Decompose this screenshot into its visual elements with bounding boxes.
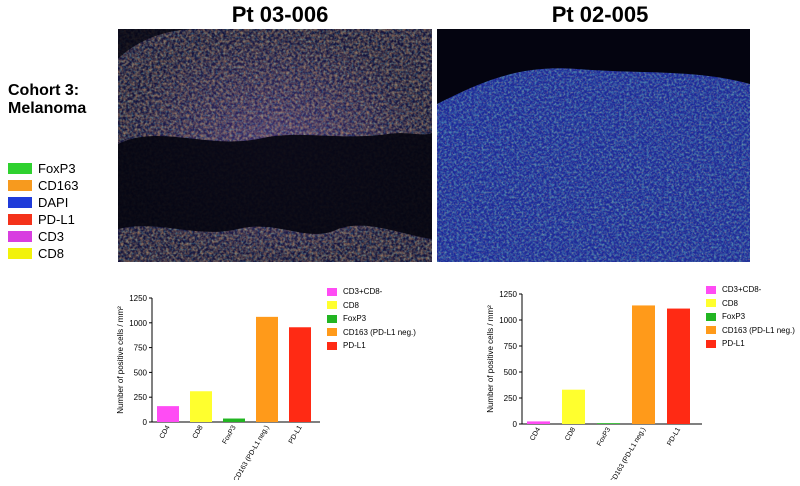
channel-label: CD3: [38, 229, 65, 244]
bar: [223, 418, 245, 422]
microscopy-image-left: [118, 29, 432, 262]
bar: [289, 327, 311, 422]
x-tick-label: CD4: [159, 424, 172, 440]
legend-label: FoxP3: [343, 314, 367, 324]
bar: [157, 406, 179, 422]
legend-swatch: [327, 328, 337, 337]
microscopy-image-right: [437, 29, 750, 262]
bar-chart-left-svg: 0 250 500 750 1000 1250 Number of positive cel…: [116, 294, 322, 483]
legend-label: PD-L1: [343, 341, 366, 351]
legend-label: CD163 (PD-L1 neg.): [722, 325, 795, 335]
channel-label: DAPI: [38, 195, 69, 210]
chart-legend-item: CD163 (PD-L1 neg.): [706, 324, 795, 338]
channel-swatch: [8, 180, 32, 191]
panel-title-right: Pt 02-005: [551, 2, 649, 27]
legend-swatch: [327, 301, 337, 310]
x-tick-label: CD4: [529, 426, 542, 442]
legend-label: CD3+CD8-: [343, 287, 383, 297]
channel-swatch: [8, 248, 32, 259]
legend-swatch: [327, 287, 337, 296]
x-tick-label: CD8: [564, 426, 577, 442]
y-tick-label: 250: [504, 394, 518, 403]
chart-legend-left: CD3+CD8- CD8 FoxP3 CD163 (PD-L1 neg.) PD…: [327, 285, 416, 353]
cohort-line-2: Melanoma: [8, 100, 87, 117]
legend-swatch: [706, 285, 716, 294]
channel-swatch: [8, 231, 32, 242]
channel-legend-item: CD3: [8, 228, 78, 245]
channel-legend-item: PD-L1: [8, 211, 78, 228]
bar-chart-left: 0 250 500 750 1000 1250 Number of positive cel…: [110, 285, 322, 483]
legend-label: CD8: [343, 300, 360, 310]
x-tick-label: CD163 (PD-L1 neg.): [609, 427, 647, 481]
y-axis-label: Number of positive cells / mm²: [116, 306, 125, 414]
channel-legend-item: CD8: [8, 245, 78, 262]
chart-legend-item: FoxP3: [327, 312, 416, 326]
y-tick-label: 750: [504, 342, 518, 351]
y-tick-label: 750: [134, 344, 148, 353]
channel-label: CD163: [38, 178, 79, 193]
y-tick-label: 500: [134, 368, 148, 377]
chart-legend-item: FoxP3: [706, 310, 795, 324]
legend-swatch: [327, 314, 337, 323]
y-tick-label: 1000: [129, 319, 147, 328]
bar: [632, 305, 655, 424]
bar: [562, 389, 585, 424]
y-tick-label: 0: [143, 418, 148, 427]
channel-label: PD-L1: [38, 212, 75, 227]
y-tick-label: 500: [504, 368, 518, 377]
channel-legend: FoxP3 CD163 DAPI PD-L1 CD3 CD8: [8, 160, 78, 262]
y-tick-label: 1000: [499, 316, 517, 325]
legend-swatch: [706, 339, 716, 348]
y-tick-label: 250: [134, 393, 148, 402]
channel-swatch: [8, 197, 32, 208]
channel-label: FoxP3: [38, 161, 76, 176]
y-tick-label: 1250: [129, 294, 147, 303]
channel-legend-item: CD163: [8, 177, 78, 194]
x-tick-label: CD8: [192, 424, 205, 440]
chart-legend-item: CD3+CD8-: [706, 283, 795, 297]
chart-legend-item: CD3+CD8-: [327, 285, 416, 299]
legend-label: CD8: [722, 298, 739, 308]
bar: [667, 308, 690, 424]
bar: [190, 391, 212, 422]
x-tick-label: CD163 (PD-L1 neg.): [233, 425, 271, 481]
y-axis-label: Number of positive cells / mm²: [487, 305, 495, 413]
channel-label: CD8: [38, 246, 65, 261]
chart-legend-item: CD163 (PD-L1 neg.): [327, 326, 416, 340]
x-tick-label: FoxP3: [222, 424, 238, 445]
cohort-label: Cohort 3: Melanoma: [8, 82, 108, 118]
legend-swatch: [327, 341, 337, 350]
channel-swatch: [8, 214, 32, 225]
chart-legend-item: PD-L1: [706, 337, 795, 351]
channel-swatch: [8, 163, 32, 174]
legend-swatch: [706, 299, 716, 308]
legend-label: CD3+CD8-: [722, 285, 762, 295]
legend-label: CD163 (PD-L1 neg.): [343, 327, 416, 337]
y-tick-label: 1250: [499, 290, 517, 299]
legend-swatch: [706, 326, 716, 335]
cohort-line-1: Cohort 3:: [8, 82, 80, 99]
x-tick-label: FoxP3: [596, 426, 612, 447]
chart-legend-item: CD8: [327, 299, 416, 313]
legend-label: PD-L1: [722, 339, 745, 349]
y-tick-label: 0: [513, 420, 518, 429]
x-tick-label: PD-L1: [666, 426, 682, 447]
x-tick-label: PD-L1: [288, 424, 304, 445]
channel-legend-item: DAPI: [8, 194, 78, 211]
legend-swatch: [706, 312, 716, 321]
bar-chart-right: 0 250 500 750 1000 1250 Number of positive cel…: [486, 285, 707, 485]
legend-label: FoxP3: [722, 312, 746, 322]
bar-chart-right-svg: 0 250 500 750 1000 1250 Number of positive cel…: [486, 290, 702, 485]
chart-legend-right: CD3+CD8- CD8 FoxP3 CD163 (PD-L1 neg.) PD…: [706, 283, 795, 351]
panel-title-left: Pt 03-006: [231, 2, 329, 27]
chart-legend-item: CD8: [706, 297, 795, 311]
bar: [597, 423, 620, 424]
bar: [256, 316, 278, 422]
chart-legend-item: PD-L1: [327, 339, 416, 353]
bar: [527, 421, 550, 424]
channel-legend-item: FoxP3: [8, 160, 78, 177]
